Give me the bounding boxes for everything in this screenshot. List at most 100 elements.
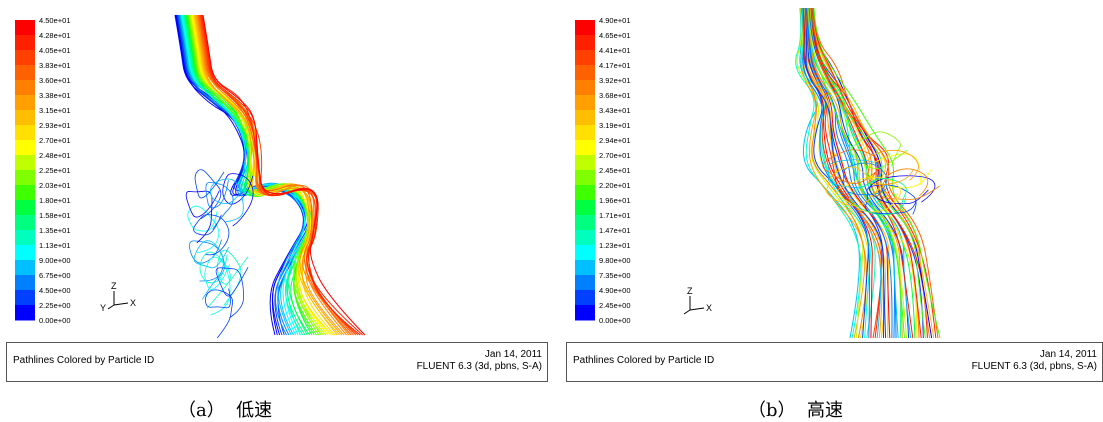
legend-tick-label: 2.25e+00 bbox=[39, 301, 71, 310]
legend-tick-label: 2.45e+01 bbox=[599, 166, 631, 175]
pathline bbox=[800, 7, 876, 339]
legend-tick-label: 2.03e+01 bbox=[39, 181, 71, 190]
legend-tick-label: 2.70e+01 bbox=[39, 136, 71, 145]
pathline bbox=[836, 176, 901, 213]
pathline bbox=[804, 7, 887, 339]
pathline bbox=[827, 159, 883, 188]
legend-tick-label: 4.50e+01 bbox=[39, 16, 71, 25]
pathline bbox=[879, 168, 940, 200]
pathline bbox=[811, 7, 928, 339]
pathline bbox=[810, 7, 922, 339]
pathline bbox=[199, 251, 231, 309]
color-legend: 4.50e+01 4.28e+01 4.05e+01 3.83e+01 3.60e+01… bbox=[15, 16, 71, 325]
legend-tick-label: 2.45e+00 bbox=[599, 301, 631, 310]
legend-swatch bbox=[15, 200, 35, 216]
legend-tick-label: 4.65e+01 bbox=[599, 31, 631, 40]
pathline bbox=[189, 239, 224, 282]
legend-swatch bbox=[575, 215, 595, 231]
pathline bbox=[822, 149, 883, 184]
caption-low-speed: （a） 低速 bbox=[178, 400, 273, 421]
legend-swatch bbox=[15, 35, 35, 51]
legend-tick-label: 3.15e+01 bbox=[39, 106, 71, 115]
legend-swatch bbox=[15, 50, 35, 66]
pathline bbox=[813, 7, 939, 339]
pathline bbox=[195, 14, 343, 336]
legend-swatch bbox=[15, 80, 35, 96]
legend-tick-label: 1.13e+01 bbox=[39, 241, 71, 250]
legend-tick-label: 1.47e+01 bbox=[599, 226, 631, 235]
legend-swatch bbox=[575, 290, 595, 306]
legend-swatch bbox=[15, 95, 35, 111]
legend-tick-label: 2.20e+01 bbox=[599, 181, 631, 190]
pathline bbox=[795, 7, 862, 339]
legend-swatch bbox=[575, 50, 595, 66]
pathline bbox=[187, 205, 220, 254]
pathline bbox=[806, 7, 893, 339]
legend-swatch bbox=[575, 155, 595, 171]
legend-swatch bbox=[15, 155, 35, 171]
legend-tick-label: 4.17e+01 bbox=[599, 61, 631, 70]
pathline bbox=[196, 14, 345, 336]
legend-swatch bbox=[15, 230, 35, 246]
legend-tick-label: 2.93e+01 bbox=[39, 121, 71, 130]
legend-tick-label: 3.19e+01 bbox=[599, 121, 631, 130]
legend-tick-label: 4.05e+01 bbox=[39, 46, 71, 55]
legend-swatch bbox=[575, 200, 595, 216]
legend-swatch bbox=[15, 215, 35, 231]
legend-swatch bbox=[575, 245, 595, 261]
legend-tick-label: 3.68e+01 bbox=[599, 91, 631, 100]
legend-swatch bbox=[575, 185, 595, 201]
legend-tick-label: 4.90e+01 bbox=[599, 16, 631, 25]
pathline bbox=[805, 7, 887, 339]
legend-swatch bbox=[575, 275, 595, 291]
legend-tick-label: 9.00e+00 bbox=[39, 256, 71, 265]
legend-swatch bbox=[575, 20, 595, 36]
pathline bbox=[848, 178, 907, 216]
color-legend: 4.90e+01 4.65e+01 4.41e+01 4.17e+01 3.92e+01… bbox=[575, 16, 631, 325]
pathline bbox=[193, 214, 230, 256]
legend-tick-label: 1.71e+01 bbox=[599, 211, 631, 220]
pathline bbox=[808, 7, 908, 339]
pathline bbox=[813, 7, 941, 339]
legend-tick-label: 2.25e+01 bbox=[39, 166, 71, 175]
legend-tick-label: 0.00e+00 bbox=[599, 316, 631, 325]
legend-swatch bbox=[575, 305, 595, 321]
plot-title: Pathlines Colored by Particle ID bbox=[13, 355, 155, 366]
axis-z-label: Z bbox=[111, 281, 117, 291]
legend-tick-label: 1.58e+01 bbox=[39, 211, 71, 220]
legend-swatch bbox=[575, 35, 595, 51]
legend-tick-label: 9.80e+00 bbox=[599, 256, 631, 265]
solver-info: FLUENT 6.3 (3d, pbns, S-A) bbox=[416, 361, 542, 372]
legend-tick-label: 4.90e+00 bbox=[599, 286, 631, 295]
pathline bbox=[205, 180, 234, 230]
legend-swatch bbox=[15, 170, 35, 186]
pathline bbox=[210, 178, 249, 223]
legend-swatch bbox=[575, 95, 595, 111]
legend-tick-label: 1.23e+01 bbox=[599, 241, 631, 250]
legend-swatch bbox=[575, 65, 595, 81]
legend-swatch bbox=[15, 260, 35, 276]
legend-swatch bbox=[575, 260, 595, 276]
legend-tick-label: 4.28e+01 bbox=[39, 31, 71, 40]
legend-tick-label: 4.41e+01 bbox=[599, 46, 631, 55]
legend-tick-label: 4.50e+00 bbox=[39, 286, 71, 295]
legend-swatch bbox=[15, 185, 35, 201]
pathline bbox=[867, 153, 931, 189]
legend-tick-label: 6.75e+00 bbox=[39, 271, 71, 280]
legend-tick-label: 1.96e+01 bbox=[599, 196, 631, 205]
legend-tick-label: 2.70e+01 bbox=[599, 151, 631, 160]
legend-tick-label: 3.60e+01 bbox=[39, 76, 71, 85]
plot-title: Pathlines Colored by Particle ID bbox=[573, 355, 715, 366]
pathline bbox=[201, 14, 364, 336]
legend-swatch bbox=[15, 125, 35, 141]
legend-tick-label: 1.35e+01 bbox=[39, 226, 71, 235]
axis-triad: Z X Y bbox=[100, 281, 136, 313]
panel-high-speed: 4.90e+01 4.65e+01 4.41e+01 4.17e+01 3.92e+01… bbox=[560, 0, 1103, 390]
pathline bbox=[204, 256, 231, 316]
pathline bbox=[222, 173, 254, 227]
pathline bbox=[805, 7, 891, 339]
pathline-plot-low-speed: 4.50e+01 4.28e+01 4.05e+01 3.83e+01 3.60e+01… bbox=[15, 14, 366, 339]
legend-swatch bbox=[15, 110, 35, 126]
legend-swatch bbox=[15, 140, 35, 156]
legend-tick-label: 7.35e+00 bbox=[599, 271, 631, 280]
